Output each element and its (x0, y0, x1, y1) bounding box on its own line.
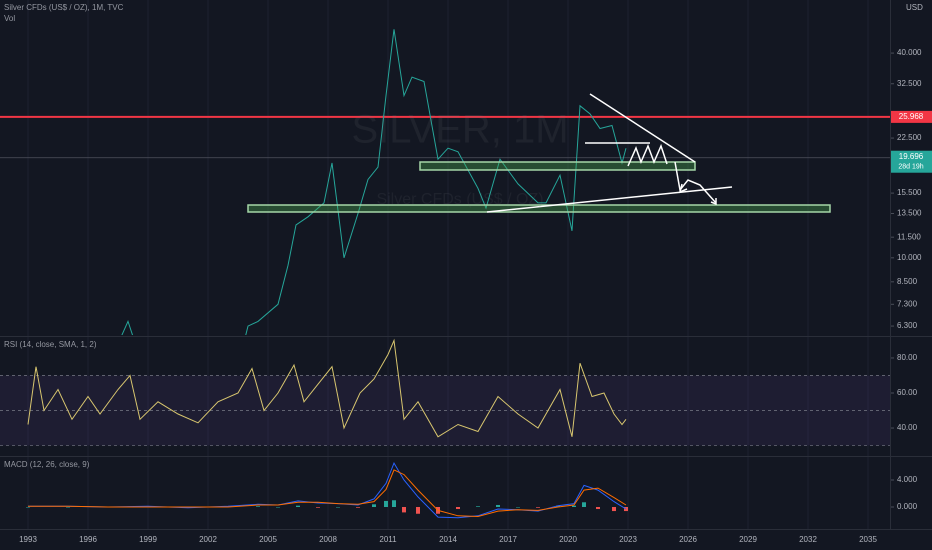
x-tick-label: 2017 (499, 535, 517, 544)
histogram-bar (336, 507, 340, 508)
y-tick-label: 40.00 (897, 423, 918, 432)
histogram-bar (496, 504, 500, 508)
histogram-bar (276, 507, 280, 508)
x-tick-label: 1993 (19, 535, 37, 544)
histogram-bar (416, 507, 420, 514)
trend-line (486, 186, 733, 213)
x-tick-label: 2014 (439, 535, 457, 544)
histogram-bar (66, 507, 70, 508)
support-zone (247, 204, 831, 213)
histogram-bar (536, 507, 540, 508)
histogram-bar (556, 505, 560, 508)
histogram-bar (572, 505, 576, 508)
x-tick-label: 2023 (619, 535, 637, 544)
histogram-bar (582, 502, 586, 508)
histogram-bar (26, 507, 30, 508)
support-zone (419, 161, 696, 171)
y-tick-label: 0.000 (897, 502, 918, 511)
macd-title: MACD (12, 26, close, 9) (4, 460, 90, 469)
level-label-box (890, 110, 932, 123)
y-tick-label: 4.000 (897, 475, 918, 484)
y-tick-label: 6.300 (897, 321, 918, 330)
y-tick-label: 7.300 (897, 299, 918, 308)
countdown-label: 28d 19h (898, 164, 923, 171)
x-tick-label: 2029 (739, 535, 757, 544)
rsi-title: RSI (14, close, SMA, 1, 2) (4, 340, 97, 349)
last-price-label: 19.696 (899, 152, 924, 161)
currency: USD (906, 3, 923, 12)
histogram-bar (392, 500, 396, 508)
x-tick-label: 2035 (859, 535, 877, 544)
histogram-bar (624, 507, 628, 512)
trend-line (589, 93, 696, 163)
y-tick-label: 22.500 (897, 133, 922, 142)
histogram-bar (372, 504, 376, 508)
y-tick-label: 60.00 (897, 388, 918, 397)
histogram-bar (402, 507, 406, 513)
x-tick-label: 2002 (199, 535, 217, 544)
projection-path (627, 143, 717, 204)
x-tick-label: 2032 (799, 535, 817, 544)
y-tick-label: 8.500 (897, 277, 918, 286)
y-tick-label: 40.000 (897, 48, 922, 57)
level-label: 25.968 (899, 112, 924, 121)
drawings (247, 93, 831, 213)
y-tick-label: 15.500 (897, 188, 922, 197)
symbol-title: Silver CFDs (US$ / OZ), 1M, TVC (4, 3, 124, 12)
y-tick-label: 80.00 (897, 353, 918, 362)
last-price-box (890, 150, 932, 173)
x-tick-label: 2005 (259, 535, 277, 544)
histogram-bar (612, 507, 616, 512)
histogram-bar (256, 506, 260, 508)
y-tick-label: 10.000 (897, 253, 922, 262)
histogram-bar (384, 500, 388, 508)
x-tick-label: 2020 (559, 535, 577, 544)
histogram-bar (476, 506, 480, 508)
histogram-bar (516, 507, 520, 508)
macd-line (28, 469, 627, 518)
histogram-bar (356, 507, 360, 508)
histogram-bar (296, 505, 300, 508)
x-tick-label: 1996 (79, 535, 97, 544)
x-tick-label: 2026 (679, 535, 697, 544)
histogram-bar (596, 507, 600, 510)
watermark-sub: Silver CFDs (US$ / OZ) (376, 191, 543, 208)
x-tick-label: 1999 (139, 535, 157, 544)
y-tick-label: 13.500 (897, 209, 922, 218)
x-tick-label: 2011 (379, 535, 397, 544)
volume-label: Vol (4, 14, 15, 23)
histogram-bar (456, 507, 460, 510)
y-tick-label: 32.500 (897, 79, 922, 88)
price-line (121, 29, 627, 335)
x-tick-label: 2008 (319, 535, 337, 544)
price-line (27, 338, 627, 438)
y-tick-label: 11.500 (897, 232, 921, 241)
arrow-head (678, 183, 717, 206)
watermark: SILVER, 1M (351, 108, 568, 152)
histogram-bar (316, 507, 320, 508)
